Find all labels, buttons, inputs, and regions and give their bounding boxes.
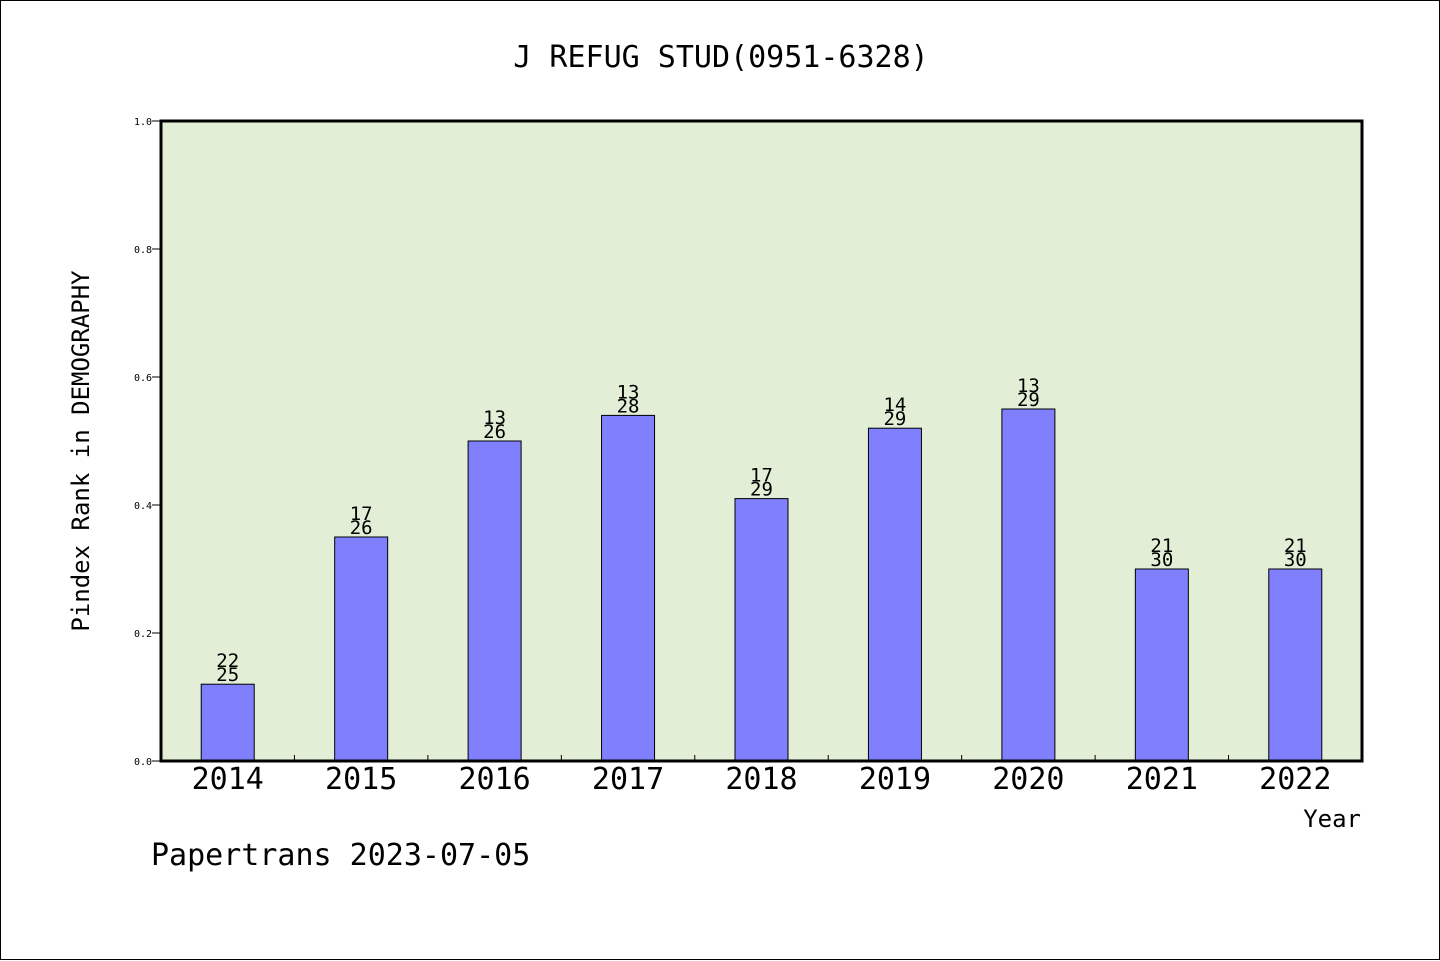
x-tick-label: 2015 bbox=[325, 762, 397, 797]
chart-title: J REFUG STUD(0951-6328) bbox=[513, 40, 928, 75]
bar-label-bottom: 25 bbox=[216, 664, 239, 686]
x-tick-label: 2019 bbox=[859, 762, 931, 797]
bar-chart: J REFUG STUD(0951-6328) Pindex Rank in D… bbox=[1, 1, 1440, 961]
bar-label-bottom: 29 bbox=[750, 479, 773, 501]
x-tick-label: 2017 bbox=[592, 762, 664, 797]
x-tick-label: 2020 bbox=[992, 762, 1064, 797]
y-tick-label: 0.6 bbox=[134, 373, 152, 384]
x-tick-label: 2021 bbox=[1126, 762, 1198, 797]
bar bbox=[468, 441, 521, 761]
bar bbox=[1002, 409, 1055, 761]
bar bbox=[1269, 569, 1322, 761]
x-tick-label: 2018 bbox=[725, 762, 797, 797]
x-axis-label: Year bbox=[1303, 805, 1361, 833]
y-axis-label: Pindex Rank in DEMOGRAPHY bbox=[67, 270, 95, 632]
bar bbox=[602, 415, 655, 761]
bar bbox=[1135, 569, 1188, 761]
bar bbox=[868, 428, 921, 761]
bar-label-bottom: 28 bbox=[617, 395, 640, 417]
y-axis-ticks: 0.0 0.2 0.4 0.6 0.8 1.0 bbox=[134, 117, 161, 768]
bar-label-bottom: 30 bbox=[1150, 549, 1173, 571]
bar-label-bottom: 26 bbox=[350, 517, 373, 539]
y-tick-label: 0.4 bbox=[134, 501, 152, 512]
y-tick-label: 1.0 bbox=[134, 117, 152, 128]
y-tick-label: 0.2 bbox=[134, 629, 152, 640]
bar-label-bottom: 29 bbox=[1017, 389, 1040, 411]
chart-frame: J REFUG STUD(0951-6328) Pindex Rank in D… bbox=[0, 0, 1440, 960]
bar-label-bottom: 29 bbox=[883, 408, 906, 430]
bar bbox=[735, 499, 788, 761]
y-tick-label: 0.0 bbox=[134, 757, 152, 768]
x-tick-label: 2022 bbox=[1259, 762, 1331, 797]
bar-label-bottom: 26 bbox=[483, 421, 506, 443]
bar bbox=[201, 684, 254, 761]
bar-label-bottom: 30 bbox=[1284, 549, 1307, 571]
y-tick-label: 0.8 bbox=[134, 245, 152, 256]
bar bbox=[335, 537, 388, 761]
x-tick-label: 2016 bbox=[458, 762, 530, 797]
footer-text: Papertrans 2023-07-05 bbox=[151, 838, 530, 873]
x-tick-label: 2014 bbox=[192, 762, 264, 797]
